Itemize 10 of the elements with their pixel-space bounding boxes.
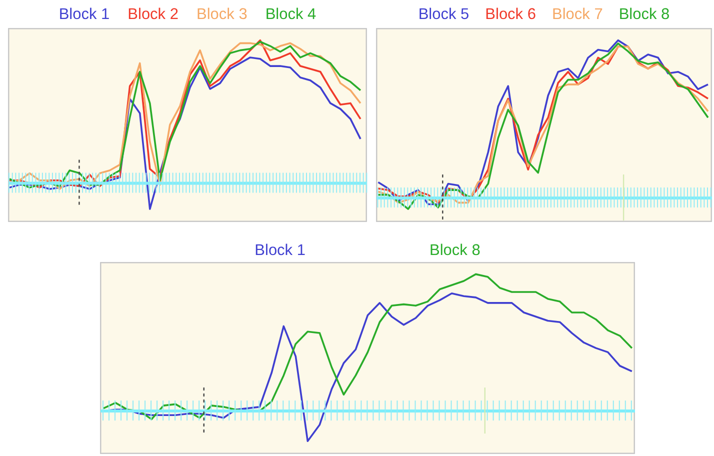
series-label: Block 8 <box>430 242 480 259</box>
series-label: Block 3 <box>196 6 248 23</box>
text: Block 5 <box>418 6 470 23</box>
series-label: Block 4 <box>265 6 316 23</box>
text: Block 2 <box>128 6 178 23</box>
text: Block 6 <box>485 6 536 23</box>
series-label: Block 7 <box>552 6 603 23</box>
text: Block 1 <box>254 242 306 259</box>
text: Block 1 <box>58 6 110 23</box>
series-label: Block 8 <box>618 6 670 23</box>
